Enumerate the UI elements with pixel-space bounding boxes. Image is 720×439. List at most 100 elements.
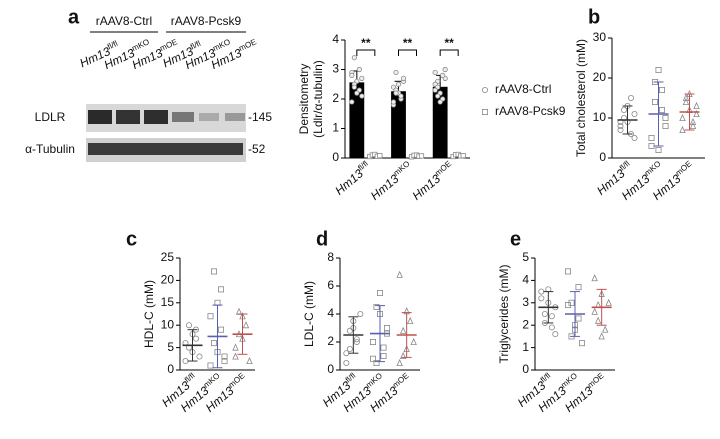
data-point	[351, 84, 357, 90]
y-tick-label: 10	[161, 317, 175, 331]
significance-bracket	[439, 49, 459, 56]
y-axis-label: (Ldlr/α-tubulin)	[311, 60, 325, 138]
data-point	[481, 87, 488, 94]
data-point	[399, 351, 407, 359]
significance-bracket	[398, 49, 417, 56]
data-point	[648, 134, 655, 141]
data-point	[621, 107, 628, 114]
y-tick-label: 5	[522, 250, 529, 264]
panel-letter: c	[126, 228, 137, 250]
data-point	[185, 322, 192, 329]
y-axis-label: Total cholesterol (mM)	[574, 39, 588, 157]
data-point	[373, 359, 380, 366]
data-point	[679, 125, 686, 133]
y-tick-label: 0	[167, 362, 174, 376]
data-point	[369, 338, 376, 345]
y-axis-label: Triglycerides (mM)	[497, 265, 511, 364]
data-point	[395, 81, 402, 87]
y-tick-label: 2	[327, 334, 334, 348]
size-marker: -52	[248, 142, 266, 156]
data-point	[437, 99, 443, 105]
significance-label: **	[403, 36, 413, 50]
y-tick-label: 3	[522, 295, 529, 309]
data-point	[432, 87, 438, 93]
group-label: rAAV8-Ctrl	[96, 14, 152, 28]
data-point	[373, 303, 380, 310]
data-point	[349, 99, 355, 105]
data-point	[221, 358, 228, 365]
data-point	[246, 356, 253, 365]
data-point	[380, 352, 387, 359]
data-point	[655, 146, 662, 153]
data-point	[442, 66, 448, 73]
data-point	[541, 310, 548, 317]
band	[199, 113, 219, 121]
data-point	[410, 337, 417, 345]
data-point	[359, 93, 365, 99]
data-point	[579, 340, 586, 347]
panel-letter: a	[68, 6, 80, 28]
data-point	[217, 286, 224, 293]
y-tick-label: 1	[522, 340, 529, 354]
data-point	[591, 274, 598, 282]
y-tick-label: 6	[327, 278, 334, 292]
data-point	[575, 284, 582, 291]
data-point	[351, 55, 357, 61]
data-point	[693, 109, 700, 117]
data-point	[242, 321, 250, 329]
band	[88, 110, 112, 124]
data-point	[376, 289, 383, 296]
y-tick-label: 15	[161, 295, 175, 309]
data-point	[221, 353, 228, 360]
legend-label: rAAV8-Ctrl	[495, 82, 551, 96]
data-point	[396, 270, 403, 278]
data-point	[353, 338, 360, 345]
y-axis-label: LDL-C (mM)	[302, 281, 316, 347]
y-tick-label: 1	[332, 121, 339, 135]
data-point	[356, 66, 362, 73]
data-point	[380, 344, 387, 351]
y-tick-label: 2	[522, 317, 529, 331]
data-point	[353, 336, 360, 343]
band	[144, 110, 168, 124]
y-tick-label: 10	[593, 110, 607, 124]
data-point	[568, 299, 575, 306]
y-tick-label: 20	[593, 70, 607, 84]
y-tick-label: 4	[522, 273, 529, 287]
data-point	[460, 153, 466, 159]
y-tick-label: 8	[327, 250, 334, 264]
data-point	[662, 115, 669, 122]
data-point	[354, 90, 360, 96]
data-point	[631, 111, 638, 118]
data-point	[538, 295, 545, 302]
data-point	[406, 316, 414, 324]
data-point	[617, 127, 624, 134]
data-point	[396, 358, 403, 366]
panel-letter: e	[510, 228, 521, 250]
data-point	[440, 72, 446, 79]
panel-letter: d	[316, 228, 328, 250]
data-point	[689, 121, 697, 129]
data-point	[377, 153, 383, 159]
band	[172, 112, 194, 122]
y-tick-label: 0	[327, 362, 334, 376]
data-point	[390, 99, 397, 105]
data-point	[548, 324, 555, 331]
significance-bracket	[356, 49, 376, 56]
significance-label: **	[444, 36, 454, 50]
data-point	[207, 362, 214, 369]
data-point	[192, 335, 199, 342]
data-point	[418, 153, 425, 159]
data-point	[548, 313, 555, 320]
data-point	[343, 359, 350, 366]
data-point	[682, 93, 690, 101]
band	[116, 110, 140, 124]
data-point	[565, 268, 572, 275]
size-marker: -145	[248, 110, 272, 124]
y-tick-label: 30	[593, 30, 607, 44]
data-point	[631, 134, 638, 141]
data-point	[349, 72, 355, 79]
data-point	[662, 123, 669, 130]
